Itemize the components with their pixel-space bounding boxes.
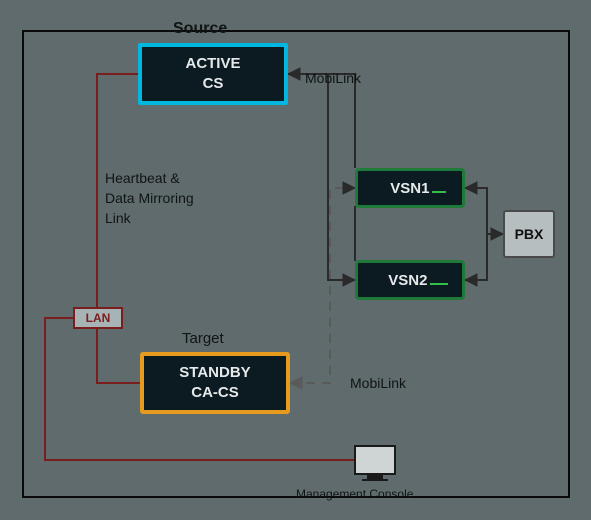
label-mgmt-console: Management Console — [296, 487, 413, 501]
node-lan: LAN — [73, 307, 123, 329]
node-pbx: PBX — [503, 210, 555, 258]
node-lan-label: LAN — [86, 311, 111, 325]
label-heartbeat: Heartbeat & Data Mirroring Link — [105, 168, 194, 228]
node-vsn2-label: VSN2 — [388, 272, 427, 289]
cursor-icon — [430, 283, 448, 285]
node-vsn1-label: VSN1 — [390, 180, 429, 197]
label-mobilink-bot: MobiLink — [350, 375, 406, 391]
node-standby-cacs: STANDBY CA-CS — [140, 352, 290, 414]
node-active-cs: ACTIVE CS — [138, 43, 288, 105]
node-vsn2: VSN2 — [355, 260, 465, 300]
node-pbx-label: PBX — [515, 226, 544, 242]
label-mobilink-top: MobiLink — [305, 70, 361, 86]
label-source: Source — [173, 20, 227, 38]
node-active-cs-line2: CS — [203, 74, 224, 94]
diagram-frame — [22, 30, 570, 498]
label-target: Target — [182, 330, 224, 347]
node-active-cs-line1: ACTIVE — [185, 54, 240, 74]
node-vsn1: VSN1 — [355, 168, 465, 208]
node-standby-line2: CA-CS — [191, 383, 239, 403]
node-standby-line1: STANDBY — [179, 363, 250, 383]
cursor-icon — [432, 191, 446, 193]
